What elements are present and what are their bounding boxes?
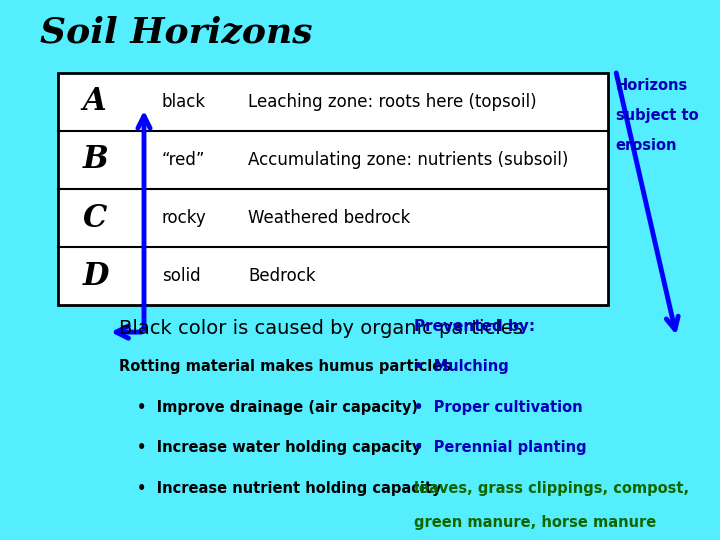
Text: D: D — [83, 261, 109, 292]
Text: green manure, horse manure: green manure, horse manure — [414, 515, 656, 530]
Text: •  Increase nutrient holding capacity: • Increase nutrient holding capacity — [137, 481, 441, 496]
Text: •  Perennial planting: • Perennial planting — [414, 440, 587, 455]
Bar — [58, 73, 608, 305]
Text: rocky: rocky — [162, 209, 207, 227]
Text: •  Mulching: • Mulching — [414, 359, 509, 374]
Text: Soil Horizons: Soil Horizons — [40, 16, 312, 50]
Text: leaves, grass clippings, compost,: leaves, grass clippings, compost, — [414, 481, 689, 496]
Text: Weathered bedrock: Weathered bedrock — [248, 209, 411, 227]
Text: Leaching zone: roots here (topsoil): Leaching zone: roots here (topsoil) — [248, 93, 537, 111]
Text: Black color is caused by organic particles: Black color is caused by organic particl… — [119, 319, 523, 338]
Text: black: black — [162, 93, 206, 111]
Text: Prevented by:: Prevented by: — [414, 319, 535, 334]
Text: B: B — [83, 145, 109, 176]
Text: Bedrock: Bedrock — [248, 267, 316, 285]
Text: solid: solid — [162, 267, 201, 285]
Text: A: A — [83, 86, 107, 117]
Text: Horizons: Horizons — [616, 78, 688, 93]
Text: •  Improve drainage (air capacity): • Improve drainage (air capacity) — [137, 400, 418, 415]
Text: C: C — [83, 202, 107, 233]
Text: •  Increase water holding capacity: • Increase water holding capacity — [137, 440, 421, 455]
Text: •  Proper cultivation: • Proper cultivation — [414, 400, 582, 415]
Text: erosion: erosion — [616, 138, 677, 153]
Text: Accumulating zone: nutrients (subsoil): Accumulating zone: nutrients (subsoil) — [248, 151, 569, 169]
Text: subject to: subject to — [616, 108, 698, 123]
Text: “red”: “red” — [162, 151, 205, 169]
Text: Rotting material makes humus particles: Rotting material makes humus particles — [119, 359, 451, 374]
